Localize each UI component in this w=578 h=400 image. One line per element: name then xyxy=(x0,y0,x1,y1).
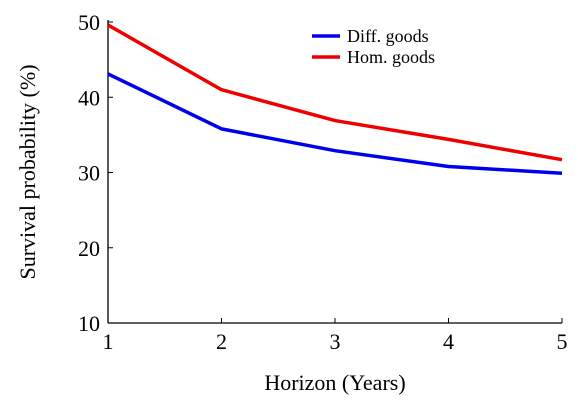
x-tick-label: 4 xyxy=(443,329,454,354)
y-tick-label: 20 xyxy=(78,236,100,261)
series-line xyxy=(107,72,563,175)
y-tick-label: 10 xyxy=(78,311,100,336)
y-tick-label: 50 xyxy=(78,10,100,35)
series-line xyxy=(107,23,563,162)
y-tick-label: 40 xyxy=(78,85,100,110)
legend-label: Hom. goods xyxy=(347,47,435,67)
y-tick-label: 30 xyxy=(78,161,100,186)
x-tick-label: 3 xyxy=(330,329,341,354)
x-axis-label: Horizon (Years) xyxy=(264,370,405,395)
y-axis-label: Survival probability (%) xyxy=(15,64,40,279)
x-tick-label: 2 xyxy=(216,329,227,354)
legend-label: Diff. goods xyxy=(347,26,429,46)
x-tick-label: 5 xyxy=(557,329,568,354)
x-tick-label: 1 xyxy=(103,329,114,354)
